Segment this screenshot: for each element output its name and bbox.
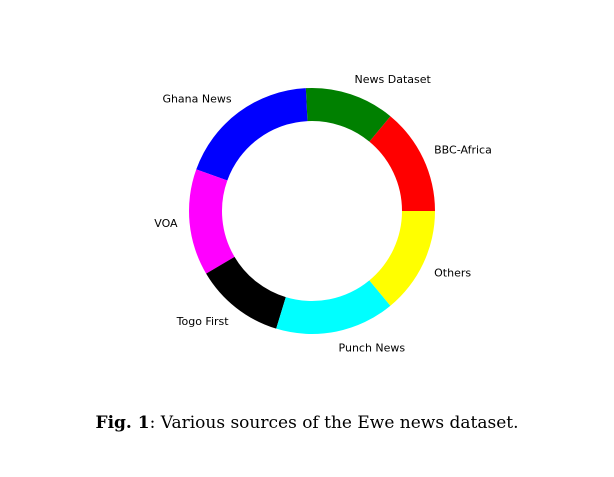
caption-text: : Various sources of the Ewe news datase… [149, 413, 519, 433]
caption-label: Fig. 1 [95, 413, 150, 433]
slice-others [369, 211, 435, 306]
label-ghana-news: Ghana News [162, 93, 231, 106]
slice-punch-news [276, 280, 391, 334]
label-others: Others [434, 266, 471, 279]
slice-news-dataset [305, 88, 391, 142]
label-voa: VOA [154, 217, 178, 230]
label-togo-first: Togo First [176, 315, 230, 328]
slice-togo-first [206, 256, 286, 329]
donut-chart: BBC-Africa News Dataset Ghana News VOA Togo … [154, 73, 492, 354]
label-bbc-africa: BBC-Africa [434, 144, 492, 157]
label-punch-news: Punch News [339, 341, 406, 354]
figure-caption: Fig. 1: Various sources of the Ewe news … [0, 413, 614, 433]
slice-bbc-africa [369, 116, 435, 211]
slice-voa [189, 169, 235, 274]
slice-ghana-news [196, 88, 308, 181]
label-news-dataset: News Dataset [355, 73, 432, 86]
